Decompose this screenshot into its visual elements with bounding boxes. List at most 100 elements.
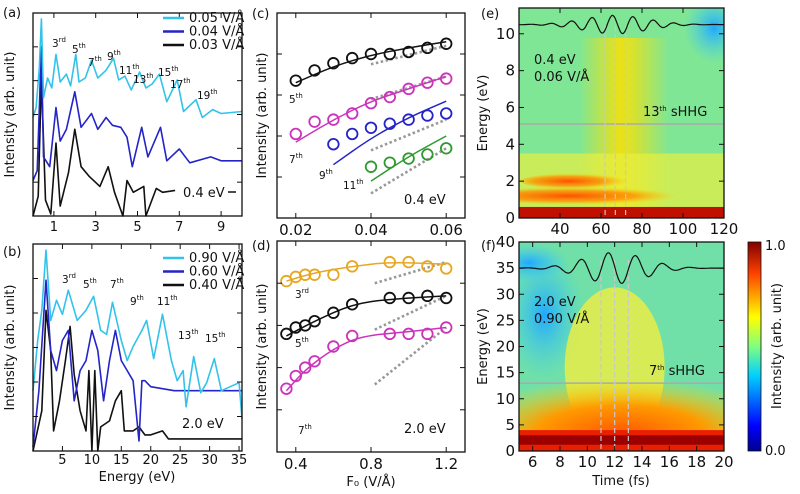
x-tick-label: 10 — [578, 453, 597, 471]
legend-label: 0.04 V/Å — [189, 24, 244, 40]
shhg-order: 13 — [643, 105, 660, 120]
harmonic-order-label: 13th — [178, 328, 199, 342]
harmonic-order-label-suffix: th — [146, 72, 153, 80]
data-point — [383, 156, 397, 169]
x-tick-label: 18 — [687, 453, 706, 471]
harmonic-order-label-number: 17 — [170, 79, 183, 91]
heatmap-e — [519, 8, 724, 218]
colorbar-label: Intensity (arb. unit) — [770, 283, 785, 409]
harmonic-order-label-suffix: th — [114, 49, 121, 57]
y-tick-label: 20 — [496, 338, 515, 356]
data-point — [327, 113, 340, 126]
harmonic-order-label-suffix: th — [183, 77, 190, 85]
legend-label: 0.03 V/Å — [189, 37, 244, 53]
data-point — [383, 327, 397, 341]
harmonic-order-label: 11th — [343, 178, 364, 192]
data-point — [346, 260, 359, 273]
harmonic-order-label: 19th — [197, 88, 218, 102]
x-tick-label: 30 — [201, 453, 218, 468]
y-tick-label: 8 — [505, 62, 515, 80]
y-axis-label: Energy (eV) — [476, 75, 491, 152]
x-tick-label: 12 — [605, 453, 624, 471]
x-tick-label: 40 — [550, 220, 569, 238]
harmonic-order-label-number: 7 — [88, 57, 95, 69]
power-law-guide-line — [374, 260, 447, 285]
y-tick-label: 5 — [505, 416, 515, 434]
x-tick-label: 5 — [58, 453, 66, 468]
harmonic-order-label-number: 15 — [205, 333, 218, 345]
y-tick-label: 0 — [505, 442, 515, 460]
y-tick-label: 35 — [496, 259, 515, 277]
harmonic-order-label-number: 13 — [133, 74, 146, 86]
harmonic-order-label: 7th — [298, 423, 312, 437]
panel-label: (e) — [481, 7, 499, 22]
condition-field-strength: 0.90 V/Å — [534, 311, 589, 327]
data-point — [327, 57, 340, 70]
data-point — [327, 306, 340, 319]
harmonic-order-label: 5th — [72, 42, 86, 56]
x-tick-label: 3 — [92, 220, 100, 235]
panel-label: (c) — [252, 7, 269, 22]
panel-label: (d) — [252, 239, 270, 254]
y-tick-label: 10 — [496, 25, 515, 43]
x-tick-label: 1.2 — [434, 455, 458, 473]
harmonic-order-label-number: 11 — [157, 296, 170, 308]
harmonic-order-label-suffix: th — [95, 55, 102, 63]
harmonic-order-label-suffix: th — [90, 277, 97, 285]
harmonic-order-label: 3rd — [295, 287, 309, 301]
plot-frame-d — [276, 240, 466, 453]
harmonic-order-label-number: 11 — [119, 65, 132, 77]
data-point — [440, 72, 453, 85]
data-point — [308, 314, 321, 328]
data-point — [327, 340, 340, 353]
harmonic-order-label: 7th — [88, 55, 102, 69]
harmonic-order-label: 17th — [170, 77, 191, 91]
data-point — [402, 255, 415, 269]
heatmap-peak-band — [519, 435, 724, 445]
x-tick-label: 9 — [217, 220, 225, 235]
harmonic-order-label-number: 9 — [319, 170, 326, 182]
data-point — [346, 127, 359, 141]
data-point — [402, 113, 415, 126]
heatmap-base-band — [519, 206, 724, 218]
harmonic-order-label-suffix: th — [117, 277, 124, 285]
harmonic-order-label-suffix: th — [137, 294, 144, 302]
x-tick-label: 120 — [710, 220, 739, 238]
power-law-guide-line — [374, 294, 447, 331]
panel-label: (b) — [3, 245, 21, 260]
data-point — [383, 90, 397, 104]
data-point — [308, 64, 321, 77]
photon-energy-label: 0.4 eV — [183, 186, 225, 201]
harmonic-order-label-number: 7 — [110, 279, 117, 291]
spectrum-line — [32, 249, 243, 419]
harmonic-order-label-suffix: rd — [69, 272, 76, 280]
data-point — [346, 107, 359, 120]
data-point — [421, 76, 434, 89]
data-point — [383, 47, 397, 61]
harmonic-order-label: 7th — [289, 152, 303, 166]
shhg-text: sHHG — [667, 105, 708, 120]
x-axis-label: Time (fs) — [591, 474, 649, 489]
legend-label: 0.90 V/Å — [189, 250, 244, 266]
y-tick-label: 25 — [496, 311, 515, 329]
data-point — [327, 268, 340, 281]
shhg-suffix: th — [657, 364, 664, 372]
data-point — [346, 329, 359, 343]
harmonic-order-label-suffix: th — [326, 168, 333, 176]
y-tick-label: 4 — [505, 135, 515, 153]
fit-curve — [370, 135, 447, 182]
x-tick-label: 15 — [113, 453, 130, 468]
harmonic-order-label-number: 3 — [62, 274, 69, 286]
harmonic-order-label: 3rd — [52, 36, 66, 50]
harmonic-order-label-number: 9 — [130, 296, 137, 308]
data-point — [421, 327, 434, 341]
harmonic-order-label: 13th — [133, 72, 154, 86]
data-point — [364, 96, 378, 110]
panel-label: (f) — [481, 239, 496, 254]
x-tick-label: 20 — [142, 453, 159, 468]
x-tick-label: 60 — [591, 220, 610, 238]
shhg-text: sHHG — [664, 364, 705, 379]
heatmaps — [519, 8, 724, 451]
y-tick-label: 0 — [505, 209, 515, 227]
harmonic-order-label-suffix: th — [191, 328, 198, 336]
